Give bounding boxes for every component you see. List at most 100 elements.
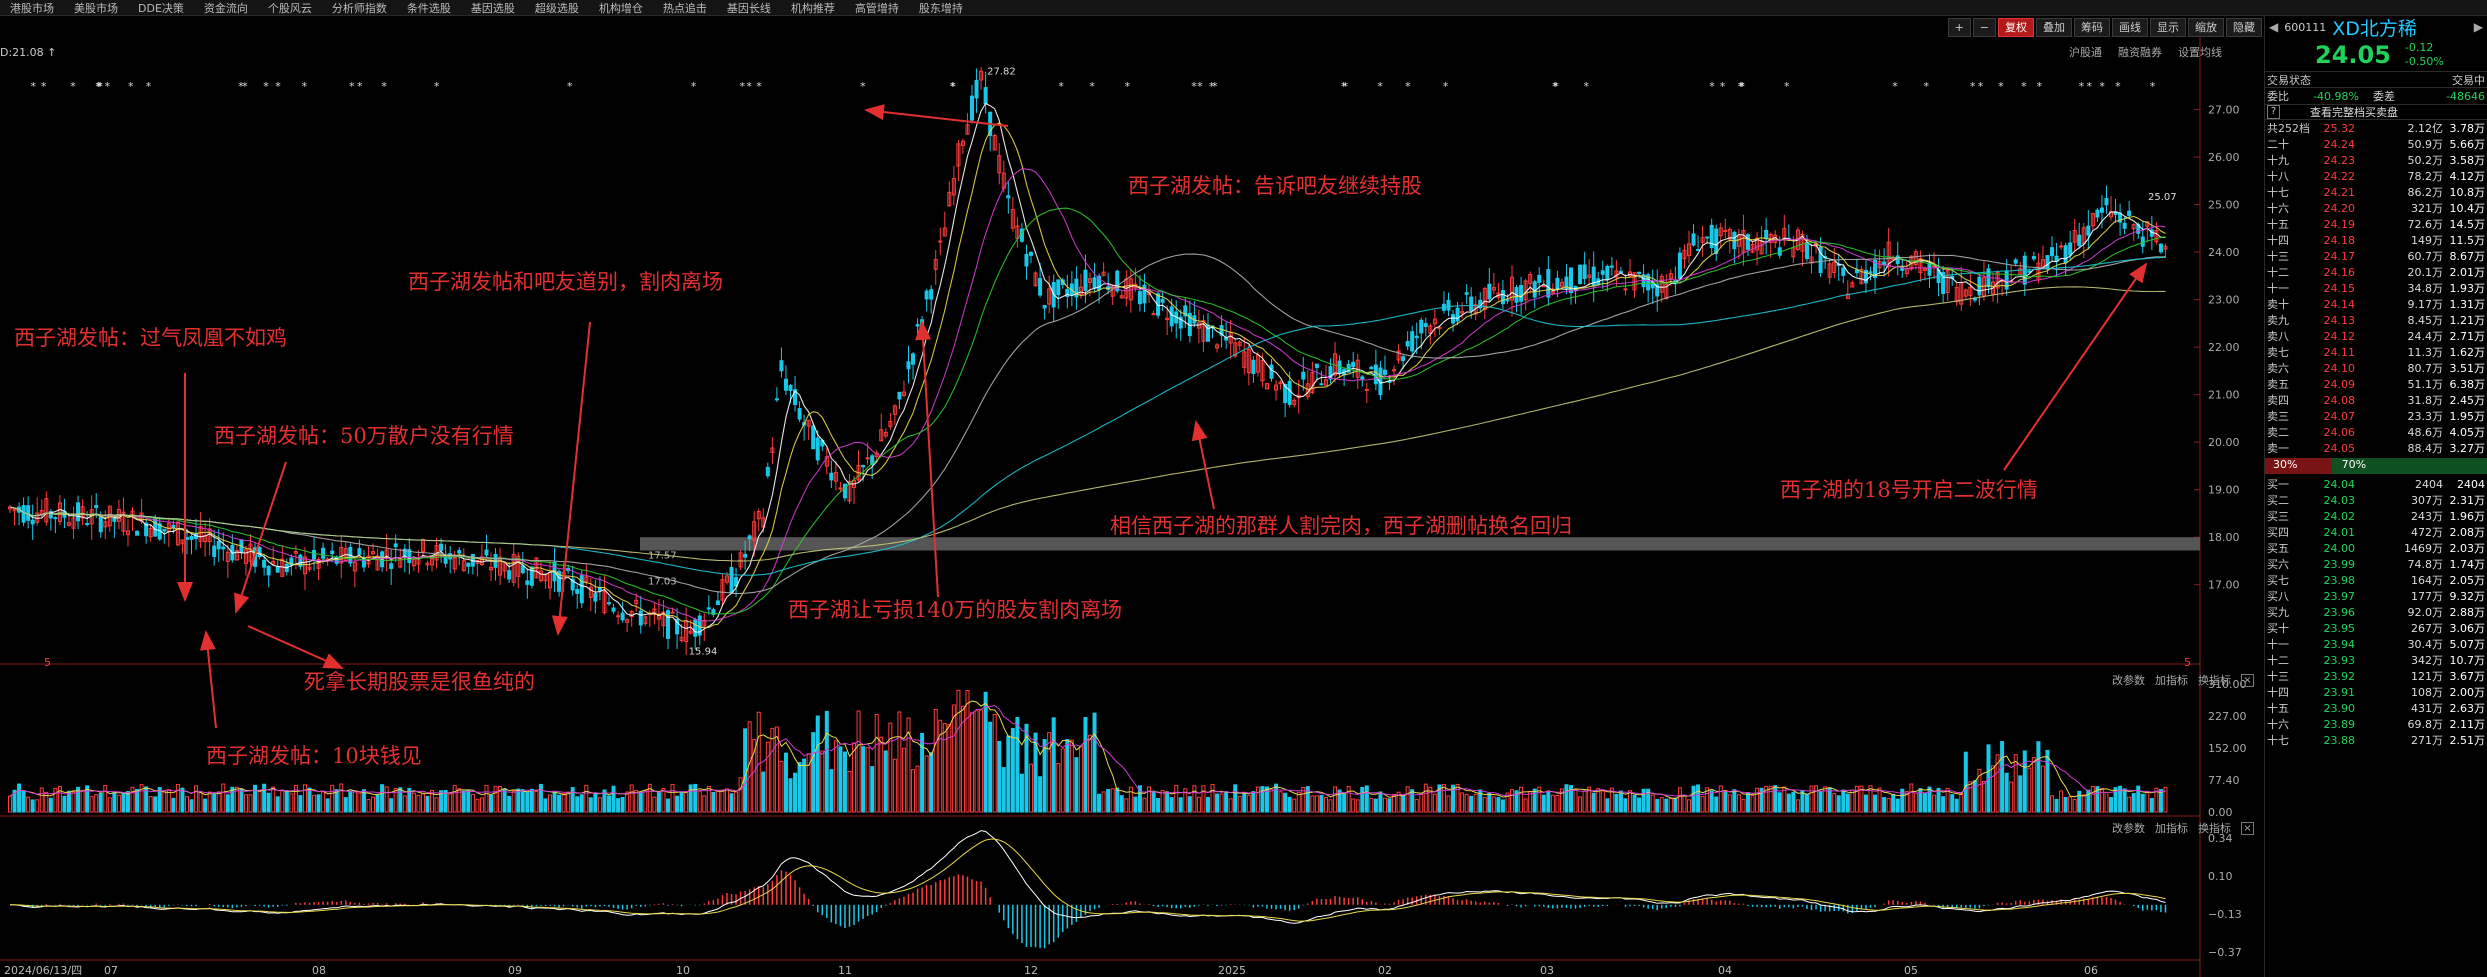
candle-body: [634, 599, 639, 605]
ask-level-row[interactable]: 十三 24.17 60.7万 8.67万: [2265, 248, 2487, 264]
volume-bar: [1496, 797, 1501, 813]
bid-level-row[interactable]: 买七 23.98 164万 2.05万: [2265, 572, 2487, 588]
menu-item[interactable]: 个股风云: [267, 1, 312, 15]
volume-bar: [1437, 784, 1442, 813]
ask-level-row[interactable]: 卖四 24.08 31.8万 2.45万: [2265, 392, 2487, 408]
ask-level-row[interactable]: 十七 24.21 86.2万 10.8万: [2265, 184, 2487, 200]
draw-line-button[interactable]: 画线: [2112, 18, 2148, 37]
ask-level-row[interactable]: 十八 24.22 78.2万 4.12万: [2265, 168, 2487, 184]
menu-item[interactable]: 股东增持: [918, 1, 963, 15]
bid-level-row[interactable]: 十二 23.93 342万 10.7万: [2265, 652, 2487, 668]
menu-item[interactable]: DDE决策: [138, 1, 184, 15]
volume-tick-label: 152.00: [2208, 742, 2247, 755]
ask-level-row[interactable]: 卖六 24.10 80.7万 3.51万: [2265, 360, 2487, 376]
ma-settings-link[interactable]: 设置均线: [2178, 46, 2222, 59]
menu-item[interactable]: 基因选股: [470, 1, 515, 15]
scale-button[interactable]: 缩放: [2188, 18, 2224, 37]
volume-bar: [112, 791, 117, 813]
candle-body: [593, 592, 598, 602]
volume-bar: [1310, 795, 1315, 813]
bid-level-row[interactable]: 买二 24.03 307万 2.31万: [2265, 492, 2487, 508]
macd-change-indicator-button[interactable]: 换指标: [2198, 822, 2231, 835]
chart-canvas[interactable]: 27.00 26.00 25.00 24.00 23.00 22.00 21.00 20.00…: [0, 16, 2262, 977]
bid-level-row[interactable]: 买十 23.95 267万 3.06万: [2265, 620, 2487, 636]
volume-change-indicator-button[interactable]: 换指标: [2198, 674, 2231, 687]
bid-level-count: 9.32万: [2449, 590, 2486, 603]
event-marker-icon: *: [1970, 80, 1976, 93]
macd-add-indicator-button[interactable]: 加指标: [2155, 822, 2188, 835]
bid-level-row[interactable]: 十五 23.90 431万 2.63万: [2265, 700, 2487, 716]
volume-bar: [706, 785, 711, 813]
macd-params-button[interactable]: 改参数: [2112, 822, 2145, 835]
bid-level-row[interactable]: 十一 23.94 30.4万 5.07万: [2265, 636, 2487, 652]
menu-item[interactable]: 热点追击: [662, 1, 707, 15]
hk-connect-link[interactable]: 沪股通: [2069, 46, 2102, 59]
restore-rights-button[interactable]: 复权: [1998, 18, 2034, 37]
ask-level-row[interactable]: 十四 24.18 149万 11.5万: [2265, 232, 2487, 248]
ask-level-row[interactable]: 卖三 24.07 23.3万 1.95万: [2265, 408, 2487, 424]
display-button[interactable]: 显示: [2150, 18, 2186, 37]
bid-level-row[interactable]: 十六 23.89 69.8万 2.11万: [2265, 716, 2487, 732]
ask-level-row[interactable]: 卖五 24.09 51.1万 6.38万: [2265, 376, 2487, 392]
bid-level-row[interactable]: 十七 23.88 271万 2.51万: [2265, 732, 2487, 748]
candle-body: [1505, 299, 1510, 302]
bid-level-row[interactable]: 买一 24.04 2404 2404: [2265, 476, 2487, 492]
ask-level-row[interactable]: 卖十 24.14 9.17万 1.31万: [2265, 296, 2487, 312]
candle-body: [498, 556, 503, 576]
bid-level-row[interactable]: 买四 24.01 472万 2.08万: [2265, 524, 2487, 540]
ask-level-row[interactable]: 十六 24.20 321万 10.4万: [2265, 200, 2487, 216]
help-icon[interactable]: ?: [2267, 105, 2280, 119]
menu-item[interactable]: 港股市场: [10, 1, 54, 15]
ask-level-row[interactable]: 十五 24.19 72.6万 14.5万: [2265, 216, 2487, 232]
bid-level-row[interactable]: 十三 23.92 121万 3.67万: [2265, 668, 2487, 684]
overlay-button[interactable]: 叠加: [2036, 18, 2072, 37]
candle-body: [1500, 290, 1505, 305]
volume-bar: [1192, 785, 1197, 813]
chips-button[interactable]: 筹码: [2074, 18, 2110, 37]
bid-level-row[interactable]: 十四 23.91 108万 2.00万: [2265, 684, 2487, 700]
volume-bar: [1160, 790, 1165, 813]
bid-level-row[interactable]: 买八 23.97 177万 9.32万: [2265, 588, 2487, 604]
volume-params-button[interactable]: 改参数: [2112, 674, 2145, 687]
zoom-in-button[interactable]: +: [1947, 18, 1971, 37]
menu-item[interactable]: 基因长线: [726, 1, 771, 15]
menu-item[interactable]: 分析师指数: [331, 1, 387, 15]
menu-item[interactable]: 高管增持: [854, 1, 899, 15]
see-full-book-button[interactable]: 查看完整档买卖盘: [2310, 106, 2398, 119]
back-icon[interactable]: ◀: [2269, 20, 2279, 34]
bid-level-row[interactable]: 买五 24.00 1469万 2.03万: [2265, 540, 2487, 556]
volume-close-icon[interactable]: ×: [2241, 673, 2254, 687]
bid-level-row[interactable]: 买三 24.02 243万 1.96万: [2265, 508, 2487, 524]
ask-level-row[interactable]: 二十 24.24 50.9万 5.66万: [2265, 136, 2487, 152]
ask-level-row[interactable]: 卖一 24.05 88.4万 3.27万: [2265, 440, 2487, 456]
ask-level-row[interactable]: 卖二 24.06 48.6万 4.05万: [2265, 424, 2487, 440]
ask-level-row[interactable]: 十二 24.16 20.1万 2.01万: [2265, 264, 2487, 280]
menu-item[interactable]: 机构增仓: [598, 1, 643, 15]
volume-bar: [293, 784, 298, 813]
zoom-out-button[interactable]: −: [1972, 18, 1996, 37]
menu-item[interactable]: 条件选股: [406, 1, 451, 15]
ask-level-row[interactable]: 十九 24.23 50.2万 3.58万: [2265, 152, 2487, 168]
stock-name[interactable]: XD北方稀: [2332, 17, 2417, 40]
volume-bar: [479, 797, 484, 813]
menu-item[interactable]: 美股市场: [74, 1, 118, 15]
forward-icon[interactable]: ▶: [2473, 20, 2483, 34]
annotation-text: 西子湖发帖：过气凤凰不如鸡: [14, 326, 287, 350]
ask-level-row[interactable]: 卖七 24.11 11.3万 1.62万: [2265, 344, 2487, 360]
bid-level-volume: 307万: [2411, 494, 2443, 507]
ask-level-row[interactable]: 卖八 24.12 24.4万 2.71万: [2265, 328, 2487, 344]
bid-level-row[interactable]: 买九 23.96 92.0万 2.88万: [2265, 604, 2487, 620]
bid-level-row[interactable]: 买六 23.99 74.8万 1.74万: [2265, 556, 2487, 572]
hide-button[interactable]: 隐藏: [2226, 18, 2262, 37]
macd-close-icon[interactable]: ×: [2241, 821, 2254, 835]
volume-bar: [157, 786, 162, 813]
menu-item[interactable]: 机构推荐: [790, 1, 835, 15]
candle-body: [1555, 277, 1560, 290]
ask-level-row[interactable]: 卖九 24.13 8.45万 1.21万: [2265, 312, 2487, 328]
kline-chart-area[interactable]: 27.00 26.00 25.00 24.00 23.00 22.00 21.00 20.00…: [0, 16, 2262, 977]
ask-level-row[interactable]: 十一 24.15 34.8万 1.93万: [2265, 280, 2487, 296]
margin-link[interactable]: 融资融券: [2118, 46, 2162, 59]
volume-add-indicator-button[interactable]: 加指标: [2155, 674, 2188, 687]
menu-item[interactable]: 资金流向: [203, 1, 248, 15]
menu-item[interactable]: 超级选股: [534, 1, 579, 15]
